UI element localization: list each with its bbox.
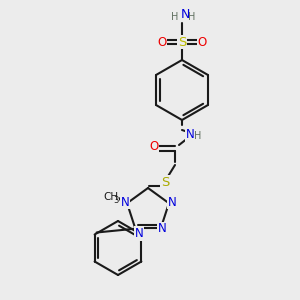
Text: H: H <box>194 131 202 141</box>
Text: N: N <box>121 196 130 209</box>
Text: O: O <box>197 35 207 49</box>
Text: S: S <box>178 35 186 49</box>
Text: O: O <box>158 35 166 49</box>
Text: S: S <box>161 176 169 188</box>
Text: N: N <box>167 196 176 209</box>
Text: N: N <box>158 222 166 235</box>
Text: N: N <box>180 8 190 22</box>
Text: 3: 3 <box>113 196 119 205</box>
Text: H: H <box>188 12 196 22</box>
Text: CH: CH <box>103 192 118 202</box>
Text: N: N <box>135 227 144 240</box>
Text: N: N <box>186 128 194 142</box>
Text: O: O <box>149 140 159 154</box>
Text: H: H <box>171 12 179 22</box>
